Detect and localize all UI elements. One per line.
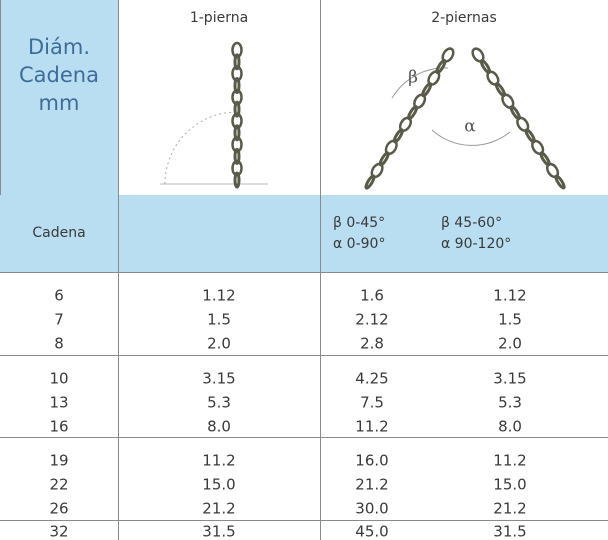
table-cell: 21.2: [355, 476, 388, 494]
table-cell: 8.0: [498, 418, 522, 436]
table-cell: 15.0: [493, 476, 526, 494]
table-cell: 11.2: [493, 452, 526, 470]
table-cell: 16: [49, 418, 68, 436]
table-cell: 2.0: [498, 335, 522, 353]
header-text: Diám.: [28, 35, 90, 59]
table-cell: 3.15: [493, 370, 526, 388]
table-cell: 8: [54, 335, 64, 353]
table-cell: 19: [49, 452, 68, 470]
table-cell: 45.0: [355, 523, 388, 540]
table-cell: 7: [54, 311, 64, 329]
header-cell: [0, 0, 118, 195]
two-leg-illustration: [364, 47, 566, 190]
subheader-text: α 90-120°: [441, 236, 511, 252]
table-cell: 16.0: [355, 452, 388, 470]
subheader-text: Cadena: [32, 225, 85, 241]
table-cell: 6: [54, 287, 64, 305]
table-cell: 31.5: [202, 523, 235, 540]
table-cell: 15.0: [202, 476, 235, 494]
chain-link: [233, 124, 241, 142]
header-text: 2-piernas: [431, 10, 497, 26]
table-cell: 3.15: [202, 370, 235, 388]
table-cell: 11.2: [202, 452, 235, 470]
chain-link: [233, 53, 241, 71]
header-text: mm: [39, 91, 80, 115]
chain-link: [233, 76, 241, 94]
angle-arc: [431, 129, 511, 146]
figure-label: α: [464, 117, 476, 137]
table-cell: 32: [49, 523, 68, 540]
table-cell: 13: [49, 394, 68, 412]
table-cell: 7.5: [360, 394, 384, 412]
table-cell: 1.12: [493, 287, 526, 305]
table-cell: 10: [49, 370, 68, 388]
table-cell: 2.12: [355, 311, 388, 329]
one-leg-illustration: [160, 41, 268, 189]
table-cell: 4.25: [355, 370, 388, 388]
chain-link: [364, 174, 376, 190]
table-cell: 22: [49, 476, 68, 494]
table-cell: 26: [49, 500, 68, 518]
table-cell: 11.2: [355, 418, 388, 436]
table-cell: 21.2: [202, 500, 235, 518]
table-cell: 5.3: [498, 394, 522, 412]
chain-link: [554, 174, 566, 190]
table-cell: 31.5: [493, 523, 526, 540]
table-cell: 2.0: [207, 335, 231, 353]
table-body: 6 1.12 1.6 1.12 7 1.5 2.12 1.5 8 2.0 2.8 2.0 10 3.15 4…: [49, 287, 526, 540]
table-cell: 1.12: [202, 287, 235, 305]
table-cell: 1.5: [498, 311, 522, 329]
table-cell: 2.8: [360, 335, 384, 353]
angle-arc: [164, 111, 238, 185]
figure-label: β: [408, 68, 418, 88]
table-cell: 1.6: [360, 287, 384, 305]
subheader-band: [0, 195, 608, 272]
chain-link: [233, 100, 241, 118]
table-cell: 30.0: [355, 500, 388, 518]
table-cell: 1.5: [207, 311, 231, 329]
table-cell: 8.0: [207, 418, 231, 436]
table-cell: 21.2: [493, 500, 526, 518]
chain-link: [233, 171, 241, 189]
chain-link: [233, 147, 241, 165]
header-text: 1-pierna: [190, 10, 248, 26]
header-text: Cadena: [19, 63, 99, 87]
subheader-text: α 0-90°: [333, 236, 385, 252]
table-cell: 5.3: [207, 394, 231, 412]
subheader-text: β 0-45°: [333, 215, 385, 231]
subheader-text: β 45-60°: [441, 215, 502, 231]
